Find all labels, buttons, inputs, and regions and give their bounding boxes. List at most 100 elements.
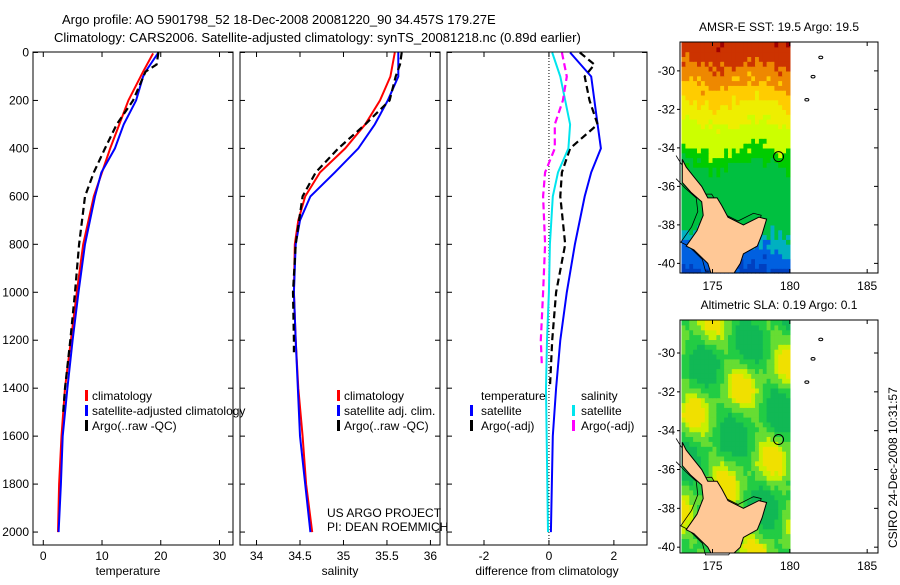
heatmap-cell xyxy=(704,368,710,374)
heatmap-cell xyxy=(782,412,787,418)
heatmap-cell xyxy=(689,354,694,360)
heatmap-cell xyxy=(724,56,729,62)
heatmap-cell xyxy=(755,363,760,370)
heatmap-cell xyxy=(685,538,690,544)
heatmap-cell xyxy=(786,119,791,125)
heatmap-cell xyxy=(747,46,752,53)
heatmap-cell xyxy=(770,383,775,389)
heatmap-cell xyxy=(786,441,791,447)
heatmap-cell xyxy=(778,200,783,207)
heatmap-cell xyxy=(735,465,741,471)
heatmap-cell xyxy=(770,143,775,149)
heatmap-cell xyxy=(728,358,733,365)
heatmap-cell xyxy=(758,147,764,154)
heatmap-cell xyxy=(774,215,779,221)
heatmap-cell xyxy=(782,215,787,221)
argo-position-marker xyxy=(773,151,785,163)
heatmap-cell xyxy=(708,171,714,178)
heatmap-cell xyxy=(778,514,783,520)
heatmap-cell xyxy=(712,114,717,120)
heatmap-cell xyxy=(689,138,694,144)
heatmap-cell xyxy=(704,383,710,389)
heatmap-cell xyxy=(739,104,745,110)
heatmap-cell xyxy=(758,528,764,535)
heatmap-cell xyxy=(786,402,791,408)
heatmap-cell xyxy=(751,147,756,154)
heatmap-cell xyxy=(782,181,787,187)
heatmap-cell xyxy=(743,363,748,370)
heatmap-cell xyxy=(786,114,791,120)
heatmap-cell xyxy=(731,99,737,106)
heatmap-cell xyxy=(720,455,725,462)
heatmap-cell xyxy=(697,431,702,437)
heatmap-cell xyxy=(770,75,775,82)
y-tick-label: -38 xyxy=(658,218,676,232)
heatmap-cell xyxy=(762,358,768,365)
heatmap-cell xyxy=(704,378,710,384)
heatmap-cell xyxy=(704,186,710,192)
heatmap-cell xyxy=(762,465,768,471)
heatmap-cell xyxy=(774,480,779,486)
heatmap-cell xyxy=(766,191,772,197)
heatmap-cell xyxy=(774,528,779,535)
heatmap-cell xyxy=(755,329,760,336)
heatmap-cell xyxy=(700,143,706,149)
heatmap-cell xyxy=(689,509,694,515)
heatmap-cell xyxy=(689,143,694,149)
heatmap-cell xyxy=(758,157,764,163)
heatmap-cell xyxy=(693,383,698,389)
heatmap-cell xyxy=(751,109,756,115)
heatmap-cell xyxy=(689,480,694,486)
heatmap-cell xyxy=(770,344,775,350)
heatmap-cell xyxy=(731,485,737,491)
heatmap-cell xyxy=(743,85,748,91)
heatmap-cell xyxy=(681,538,686,544)
heatmap-cell xyxy=(708,152,714,159)
heatmap-cell xyxy=(712,407,717,413)
heatmap-cell xyxy=(693,224,698,231)
heatmap-cell xyxy=(751,114,756,120)
heatmap-cell xyxy=(758,339,764,345)
heatmap-cell xyxy=(770,334,775,340)
heatmap-cell xyxy=(700,383,706,389)
heatmap-cell xyxy=(689,426,694,433)
heatmap-cell xyxy=(685,499,690,505)
heatmap-cell xyxy=(762,451,768,457)
heatmap-cell xyxy=(728,114,733,120)
heatmap-cell xyxy=(704,407,710,413)
heatmap-cell xyxy=(786,61,791,67)
heatmap-cell xyxy=(708,354,714,360)
heatmap-cell xyxy=(774,421,779,428)
heatmap-cell xyxy=(685,119,690,125)
heatmap-cell xyxy=(724,133,729,139)
heatmap-cell xyxy=(758,446,764,452)
heatmap-cell xyxy=(786,258,791,264)
heatmap-cell xyxy=(747,75,752,82)
heatmap-cell xyxy=(735,475,741,481)
heatmap-cell xyxy=(762,329,768,336)
heatmap-cell xyxy=(728,329,733,336)
heatmap-cell xyxy=(774,258,779,264)
heatmap-cell xyxy=(782,61,787,67)
heatmap-cell xyxy=(731,470,737,476)
heatmap-cell xyxy=(720,334,725,340)
heatmap-cell xyxy=(693,397,698,404)
heatmap-cell xyxy=(770,94,775,101)
temperature-legend: climatology satellite-adjusted climatolo… xyxy=(85,389,245,433)
heatmap-cell xyxy=(693,167,698,173)
heatmap-cell xyxy=(766,412,772,418)
heatmap-cell xyxy=(778,504,783,510)
heatmap-cell xyxy=(758,109,764,115)
heatmap-cell xyxy=(716,455,721,462)
heatmap-cell xyxy=(731,56,737,62)
heatmap-cell xyxy=(743,368,748,374)
heatmap-cell xyxy=(724,171,729,178)
heatmap-cell xyxy=(731,412,737,418)
heatmap-cell xyxy=(712,383,717,389)
heatmap-cell xyxy=(728,133,733,139)
heatmap-cell xyxy=(724,119,729,125)
plot-frame xyxy=(446,51,648,546)
heatmap-cell xyxy=(755,465,760,471)
heatmap-cell xyxy=(681,548,686,554)
heatmap-cell xyxy=(716,186,721,192)
